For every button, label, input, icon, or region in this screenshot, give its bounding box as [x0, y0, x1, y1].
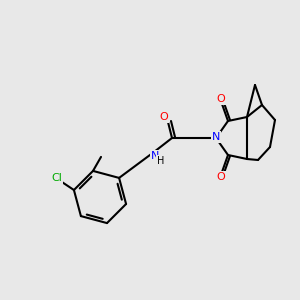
Text: N: N	[151, 151, 159, 161]
Text: H: H	[157, 156, 165, 166]
Text: O: O	[160, 112, 168, 122]
Text: Cl: Cl	[52, 173, 62, 183]
Text: O: O	[217, 94, 225, 104]
Text: N: N	[212, 132, 220, 142]
Text: O: O	[217, 172, 225, 182]
